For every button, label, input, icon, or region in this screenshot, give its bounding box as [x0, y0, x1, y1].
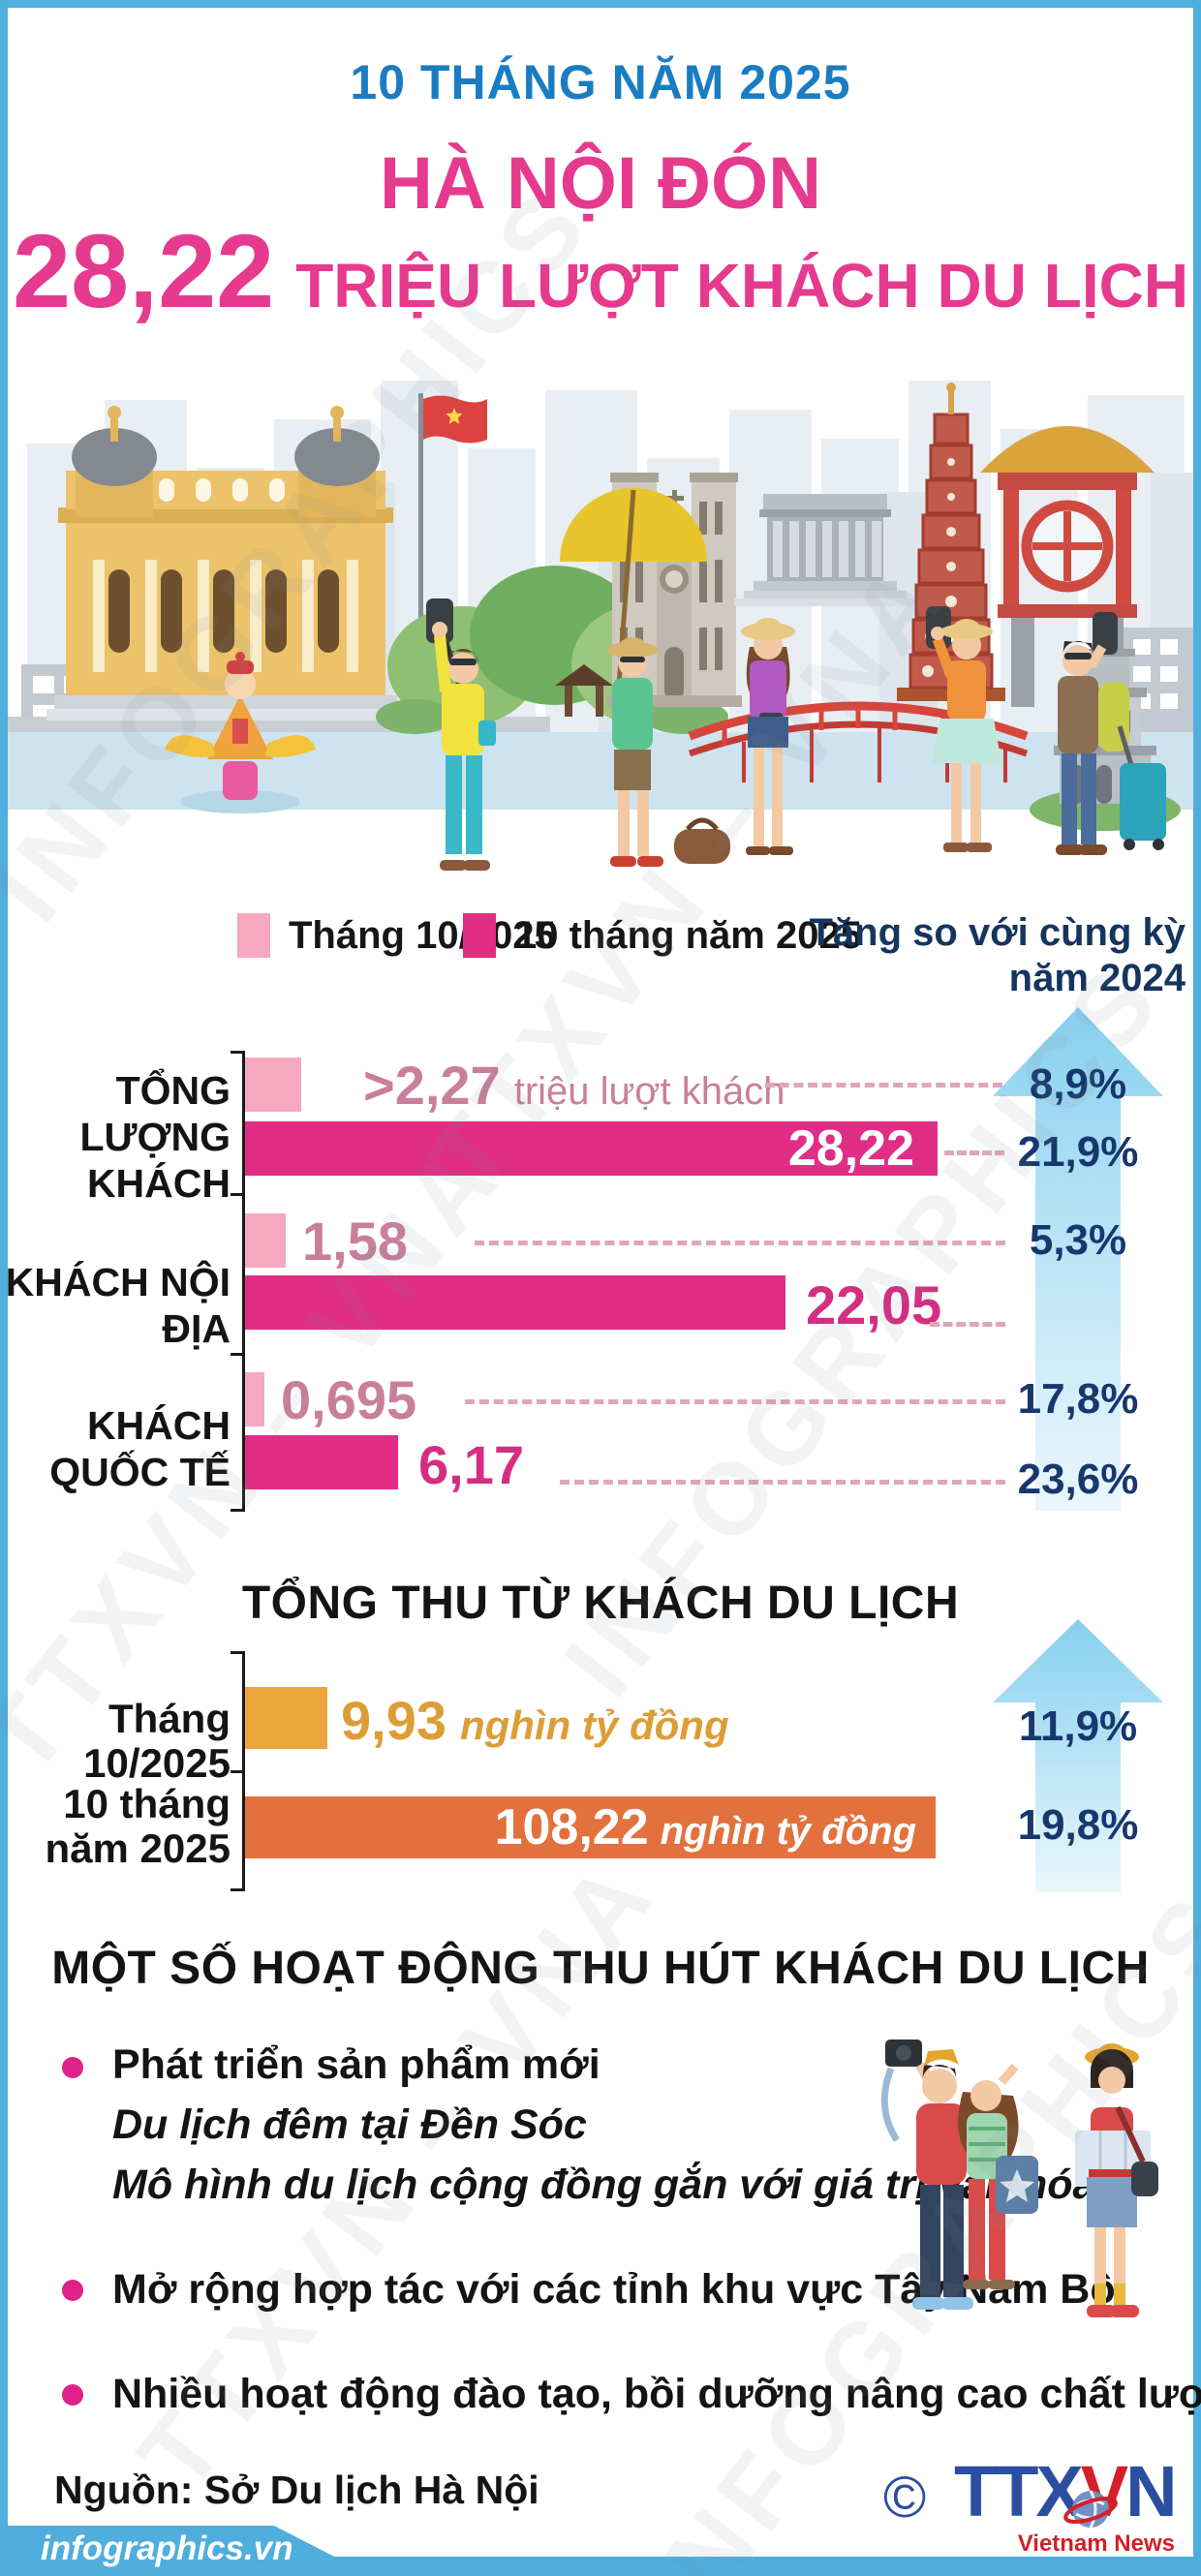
bar-domestic-10months [245, 1275, 785, 1330]
value-revenue-10months: 108,22 nghìn tỷ đồng [494, 1799, 916, 1855]
growth-note: Tăng so với cùng kỳ năm 2024 [809, 910, 1186, 1001]
gazebo [555, 664, 613, 717]
frame-left [0, 0, 8, 2576]
growth-pct: 17,8% [1017, 1375, 1139, 1423]
legend-swatch-10months [463, 913, 496, 958]
bar-international-month [245, 1372, 264, 1426]
duffel-bag [674, 817, 730, 864]
headline-number: 28,22 [12, 212, 275, 329]
header-kicker: 10 THÁNG NĂM 2025 [350, 55, 851, 109]
page-title: HÀ NỘI ĐÓN [380, 142, 821, 225]
selfie-man [880, 2039, 973, 2310]
legend-swatch-month [237, 913, 270, 958]
bar-total-10months: 28,22 [245, 1121, 938, 1176]
legend-label-month: Tháng 10/2025 [289, 914, 556, 957]
axis-tick [231, 1193, 244, 1196]
bar-total-month [245, 1058, 301, 1112]
map-girl [1075, 2043, 1158, 2317]
value-total-month: >2,27 triệu lượt khách [363, 1055, 785, 1116]
growth-arrow-revenue [993, 1619, 1163, 1892]
revenue-label-10months: 10 tháng năm 2025 [45, 1781, 231, 1871]
category-label-international: KHÁCH QUỐC TẾ [49, 1403, 231, 1494]
axis-tick [231, 1509, 244, 1512]
revenue-title: TỔNG THU TỪ KHÁCH DU LỊCH [241, 1578, 960, 1629]
axis-tick [231, 1770, 244, 1773]
activity-item-1-sub-1: Du lịch đêm tại Đền Sóc [112, 2101, 587, 2148]
bar-domestic-month [245, 1213, 286, 1268]
tourist-woman-purple [741, 618, 795, 855]
legend-label-10months: 10 tháng năm 2025 [515, 914, 862, 957]
growth-note-line2: năm 2024 [1008, 957, 1186, 999]
selfie-woman [958, 2064, 1038, 2289]
bar-revenue-10months: 108,22 nghìn tỷ đồng [245, 1796, 936, 1858]
tourists-selfie-illustration [880, 2039, 1158, 2317]
leader-line [930, 1322, 1005, 1327]
growth-note-line1: Tăng so với cùng kỳ [809, 911, 1186, 954]
axis-tick [231, 1353, 244, 1356]
growth-pct: 19,8% [1017, 1801, 1139, 1849]
growth-pct: 23,6% [1017, 1456, 1139, 1503]
copyright-symbol: © [883, 2465, 927, 2530]
growth-pct: 21,9% [1017, 1128, 1139, 1176]
leader-line [465, 1399, 1005, 1404]
headline-text: TRIỆU LƯỢT KHÁCH DU LỊCH [295, 251, 1189, 321]
page-subtitle: 28,22 TRIỆU LƯỢT KHÁCH DU LỊCH [0, 219, 1201, 338]
category-label-total: TỔNG LƯỢNG KHÁCH [79, 1068, 231, 1206]
revenue-label-month: Tháng 10/2025 [83, 1696, 231, 1786]
tourist-man-umbrella [560, 488, 707, 867]
value-total-10months: 28,22 [787, 1120, 914, 1177]
ttxvn-globe-icon [1063, 2490, 1118, 2529]
leader-line [765, 1083, 1002, 1088]
activities-title: MỘT SỐ HOẠT ĐỘNG THU HÚT KHÁCH DU LỊCH [51, 1943, 1150, 1994]
leader-line [944, 1150, 1004, 1155]
bullet-dot [62, 2057, 83, 2078]
flag-tower [418, 393, 487, 680]
growth-arrow-visitors [993, 1007, 1163, 1511]
tourist-woman-orange [926, 606, 1001, 852]
hanoi-skyline-illustration [8, 381, 1193, 871]
activity-item-1: Phát triển sản phẩm mới [112, 2041, 600, 2088]
frame-top [0, 0, 1201, 8]
bar-international-10months [245, 1435, 398, 1489]
bar-revenue-month [245, 1687, 327, 1749]
bullet-dot [62, 2280, 83, 2301]
tourist-man-suitcase [1056, 612, 1166, 855]
value-domestic-10months: 22,05 [806, 1274, 942, 1335]
source-note: Nguồn: Sở Du lịch Hà Nội [54, 2468, 539, 2512]
axis-tick [231, 1051, 244, 1054]
tourist-man-yellow [426, 598, 496, 871]
activity-item-3: Nhiều hoạt động đào tạo, bồi dưỡng nâng … [112, 2371, 1201, 2417]
footer-bar [0, 2526, 1201, 2576]
footer-site-label: infographics.vn [41, 2530, 293, 2567]
water-puppet-figure [165, 652, 316, 813]
frame-right [1193, 0, 1201, 2576]
value-international-10months: 6,17 [418, 1434, 524, 1495]
category-label-domestic: KHÁCH NỘI ĐỊA [5, 1260, 231, 1351]
value-revenue-month: 9,93 nghìn tỷ đồng [341, 1690, 729, 1751]
growth-pct: 5,3% [1029, 1216, 1127, 1264]
leader-line [475, 1241, 1005, 1245]
leader-line [560, 1480, 1005, 1485]
growth-pct: 11,9% [1018, 1702, 1138, 1750]
tourists-group [426, 488, 1166, 871]
opera-house [46, 406, 405, 721]
growth-pct: 8,9% [1029, 1060, 1127, 1108]
mausoleum [734, 494, 916, 606]
value-international-month: 0,695 [281, 1369, 417, 1430]
axis-tick [231, 1888, 244, 1891]
bullet-dot [62, 2384, 83, 2406]
axis-tick [231, 1651, 244, 1654]
visitors-axis [242, 1051, 245, 1512]
value-domestic-month: 1,58 [302, 1211, 408, 1272]
